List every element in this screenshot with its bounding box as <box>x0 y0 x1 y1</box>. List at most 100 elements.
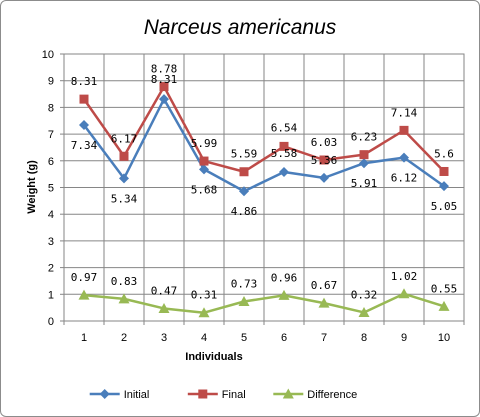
y-tick-label: 3 <box>48 236 54 248</box>
series-line <box>83 292 445 314</box>
x-tick-label: 4 <box>201 332 207 344</box>
data-point-square <box>198 389 208 399</box>
x-tick-label: 7 <box>321 332 327 344</box>
legend-label: Difference <box>307 389 357 401</box>
legend-item-final: Final <box>187 389 246 401</box>
legend-item-initial: Initial <box>89 389 149 401</box>
data-label: 0.83 <box>111 275 138 288</box>
data-point-square <box>239 167 249 177</box>
y-tick-label: 2 <box>48 263 54 275</box>
data-label: 0.32 <box>351 288 378 301</box>
data-point-triangle <box>118 293 130 304</box>
y-axis-ticks: 0 1 2 3 4 5 6 7 8 9 10 <box>42 49 64 328</box>
data-label: 6.23 <box>351 131 378 144</box>
x-tick-label: 10 <box>438 332 450 344</box>
x-tick-label: 1 <box>81 332 87 344</box>
y-tick-label: 10 <box>42 49 54 61</box>
data-label: 4.86 <box>231 205 258 218</box>
data-point-square <box>439 166 449 176</box>
y-axis-title: Weight (g) <box>26 160 38 214</box>
data-point-triangle <box>282 388 294 399</box>
data-point-diamond <box>439 181 449 192</box>
data-point-triangle <box>78 289 90 300</box>
data-point-diamond <box>199 164 209 175</box>
data-point-square <box>319 155 329 165</box>
data-label: 8.78 <box>151 63 178 76</box>
data-label: 0.73 <box>231 278 258 291</box>
x-tick-label: 9 <box>401 332 407 344</box>
data-point-diamond <box>319 172 329 183</box>
data-label: 0.47 <box>151 284 178 297</box>
data-label: 1.02 <box>391 270 418 283</box>
data-label: 0.55 <box>431 282 458 295</box>
data-point-square <box>279 141 289 151</box>
data-label: 8.31 <box>71 75 98 88</box>
data-point-triangle <box>358 306 370 317</box>
data-label: 5.59 <box>231 148 258 161</box>
data-point-diamond <box>159 94 169 105</box>
data-point-diamond <box>79 120 89 131</box>
data-label: 5.91 <box>351 177 378 190</box>
data-label: 6.12 <box>391 172 418 185</box>
data-point-triangle <box>438 300 450 311</box>
data-point-square <box>399 125 409 135</box>
series-final <box>79 82 449 177</box>
data-labels: 7.34 5.34 8.31 5.68 4.86 5.58 5.36 5.91 6.12 5.05… <box>71 63 458 302</box>
data-point-square <box>199 156 209 166</box>
data-label: 5.6 <box>434 147 454 160</box>
data-label: 5.36 <box>311 154 338 167</box>
data-label: 5.34 <box>111 192 138 205</box>
x-tick-label: 3 <box>161 332 167 344</box>
data-label: 0.97 <box>71 271 98 284</box>
data-point-triangle <box>398 288 410 299</box>
data-label: 5.05 <box>431 200 458 213</box>
data-point-diamond <box>279 167 289 178</box>
data-label: 5.58 <box>271 147 298 160</box>
data-point-diamond <box>399 152 409 163</box>
data-point-diamond <box>239 186 249 197</box>
legend-label: Final <box>222 389 246 401</box>
data-point-square <box>79 94 89 104</box>
data-point-diamond <box>359 158 369 169</box>
x-axis-ticks: 1 2 3 4 5 6 7 8 9 10 <box>63 321 465 344</box>
data-point-triangle <box>278 289 290 300</box>
data-point-triangle <box>158 302 170 313</box>
series-line <box>82 97 445 193</box>
series-layer <box>78 82 450 318</box>
data-label: 5.68 <box>191 183 218 196</box>
series-line <box>82 85 445 173</box>
data-point-triangle <box>198 307 210 318</box>
chart-title: Narceus americanus <box>144 16 337 39</box>
x-tick-label: 6 <box>281 332 287 344</box>
data-point-square <box>359 150 369 160</box>
data-label: 5.99 <box>191 137 218 150</box>
data-point-triangle <box>318 297 330 308</box>
data-label: 0.67 <box>311 279 338 292</box>
data-point-square <box>119 151 129 161</box>
data-label: 0.31 <box>191 289 218 302</box>
series-initial <box>79 94 449 197</box>
y-tick-label: 7 <box>48 129 54 141</box>
y-tick-label: 4 <box>48 209 54 221</box>
data-point-square <box>159 82 169 92</box>
data-label: 0.96 <box>271 271 298 284</box>
y-tick-label: 5 <box>48 183 54 195</box>
x-tick-label: 5 <box>241 332 247 344</box>
x-axis-title: Individuals <box>185 351 242 363</box>
y-tick-label: 9 <box>48 76 54 88</box>
data-label: 6.54 <box>271 121 298 134</box>
legend: Initial Final Difference <box>89 388 357 401</box>
data-label: 8.31 <box>151 73 178 86</box>
y-tick-label: 1 <box>48 289 54 301</box>
legend-item-difference: Difference <box>273 388 357 401</box>
data-point-triangle <box>238 296 250 307</box>
x-tick-label: 8 <box>361 332 367 344</box>
series-difference <box>78 288 450 318</box>
data-point-diamond <box>99 389 110 399</box>
x-tick-label: 2 <box>121 332 127 344</box>
data-label: 6.03 <box>311 136 338 149</box>
data-label: 7.14 <box>391 106 418 119</box>
y-tick-label: 8 <box>48 102 54 114</box>
